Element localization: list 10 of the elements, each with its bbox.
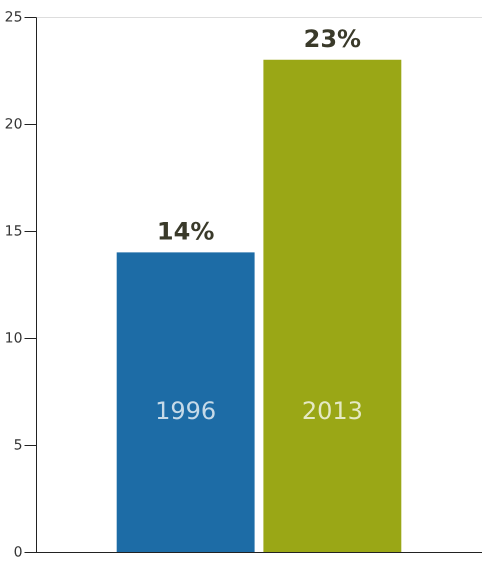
x-tick-label: 1996 (155, 397, 216, 425)
x-tick-label: 2013 (302, 397, 363, 425)
y-tick-label: 5 (14, 438, 22, 454)
y-tick-label: 25 (4, 10, 22, 26)
y-tick-label: 20 (4, 116, 22, 132)
y-tick-label: 0 (14, 544, 22, 560)
y-tick-label: 10 (4, 330, 22, 346)
y-tick-label: 15 (4, 224, 22, 240)
data-label: 14% (156, 217, 214, 246)
data-label: 23% (304, 24, 362, 53)
